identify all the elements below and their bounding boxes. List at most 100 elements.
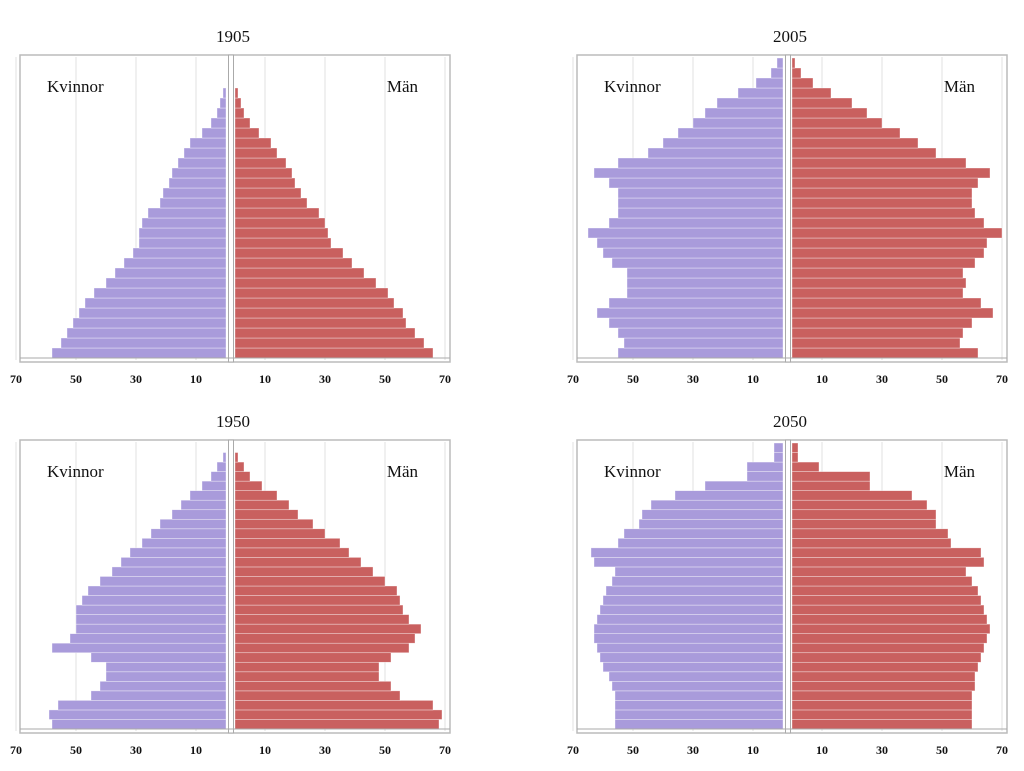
bar — [791, 490, 913, 501]
bar — [234, 690, 401, 701]
bar — [234, 337, 425, 349]
bar — [201, 480, 227, 491]
bar — [51, 719, 227, 730]
bar — [602, 595, 784, 606]
bar — [234, 661, 380, 673]
bar — [791, 661, 979, 673]
bar — [791, 471, 871, 482]
bar — [234, 237, 332, 249]
bar — [69, 633, 227, 644]
bar — [234, 452, 239, 463]
bar — [791, 127, 901, 139]
bar — [773, 452, 784, 463]
x-tick-label: 10 — [259, 372, 271, 386]
bar — [791, 595, 982, 606]
bar — [614, 566, 784, 577]
bar — [596, 307, 784, 319]
bar — [168, 177, 227, 189]
bar — [234, 287, 389, 299]
x-tick-label: 70 — [439, 743, 451, 757]
x-tick-label: 10 — [190, 372, 202, 386]
x-tick-label: 70 — [567, 372, 579, 386]
bar — [234, 247, 344, 259]
bar — [72, 317, 227, 329]
bar — [716, 97, 784, 109]
bar — [234, 277, 377, 289]
bar — [210, 117, 227, 129]
bar — [138, 237, 227, 249]
bar — [791, 247, 985, 259]
bar — [791, 77, 814, 89]
bar — [234, 87, 239, 99]
bar — [791, 117, 883, 129]
bar — [623, 528, 784, 539]
bar — [234, 461, 245, 472]
x-tick-label: 50 — [379, 743, 391, 757]
bar — [234, 267, 365, 279]
x-tick-label: 50 — [936, 743, 948, 757]
bar — [791, 547, 982, 558]
bar — [234, 187, 302, 199]
bar — [234, 623, 422, 634]
series-name: Män — [944, 77, 976, 96]
bar — [75, 623, 227, 634]
bar — [614, 719, 784, 730]
bar — [234, 576, 386, 587]
x-tick-label: 50 — [627, 743, 639, 757]
bar — [180, 499, 227, 511]
bar — [234, 566, 374, 577]
x-tick-label: 30 — [130, 372, 142, 386]
bar — [234, 604, 404, 615]
x-tick-label: 30 — [319, 743, 331, 757]
bar — [614, 690, 784, 701]
bar — [234, 127, 260, 139]
bar — [791, 719, 973, 730]
bar — [234, 719, 440, 730]
bar — [234, 227, 329, 239]
x-tick-label: 70 — [10, 743, 22, 757]
bar — [234, 471, 251, 482]
bar — [234, 490, 278, 501]
bar — [78, 307, 227, 319]
bar — [791, 267, 964, 279]
bar — [770, 67, 784, 79]
bar — [60, 337, 227, 349]
x-tick-label: 10 — [816, 743, 828, 757]
bar — [210, 471, 227, 482]
x-tick-label: 10 — [747, 743, 759, 757]
bar — [791, 690, 973, 701]
bar — [791, 67, 802, 79]
bar — [90, 652, 227, 663]
x-tick-label: 30 — [130, 743, 142, 757]
x-tick-label: 50 — [936, 372, 948, 386]
bar — [617, 207, 784, 219]
bar — [141, 217, 227, 229]
bar — [704, 480, 784, 491]
bar — [162, 187, 227, 199]
bar — [590, 547, 784, 558]
bar — [791, 227, 1003, 239]
bar — [791, 337, 961, 349]
series-name: Kvinnor — [604, 77, 661, 96]
bar — [617, 538, 784, 549]
bar — [776, 57, 784, 69]
bar — [791, 327, 964, 339]
panel-title: 2005 — [773, 27, 807, 46]
bar — [159, 197, 227, 209]
bar — [608, 671, 784, 682]
bar — [608, 217, 784, 229]
x-tick-label: 30 — [876, 743, 888, 757]
bar — [234, 681, 392, 692]
bar — [123, 257, 227, 269]
bar — [641, 509, 784, 520]
bar — [791, 147, 937, 159]
bar — [234, 97, 242, 109]
bar — [216, 107, 227, 119]
bar — [791, 518, 937, 530]
bar — [791, 642, 985, 654]
bar — [141, 538, 227, 549]
bar — [626, 277, 784, 289]
bar — [105, 661, 227, 673]
bar — [234, 307, 404, 319]
bar — [234, 117, 251, 129]
